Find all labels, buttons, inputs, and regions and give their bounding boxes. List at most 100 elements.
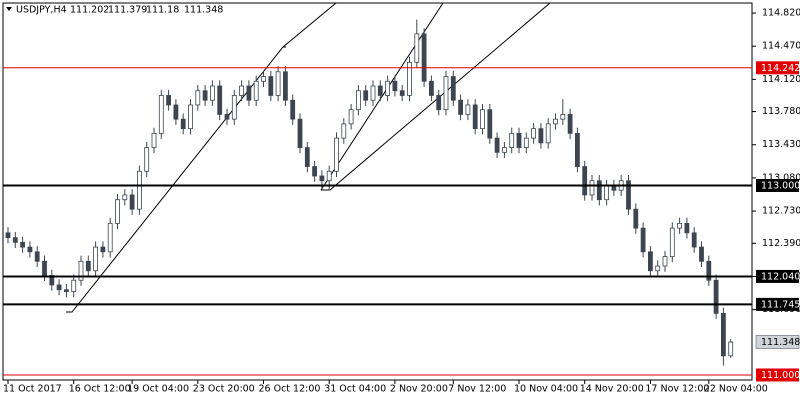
candle-body (567, 114, 573, 134)
candle-body (253, 80, 259, 101)
y-tick-label: 113.780 (762, 106, 800, 117)
candle-body (334, 137, 339, 172)
candle-body (348, 109, 354, 125)
candle-body (560, 114, 566, 120)
candle-body (173, 104, 179, 120)
candle-body (385, 80, 391, 96)
candle-body (699, 246, 704, 262)
candle-body (129, 194, 135, 210)
candle-body (677, 222, 682, 229)
x-tick-label: 19 Oct 04:00 (127, 384, 189, 395)
candle-body (107, 222, 113, 253)
candle-body (93, 246, 98, 272)
x-tick-label: 23 Oct 20:00 (193, 384, 255, 395)
candle-body (399, 90, 405, 96)
candle-body (545, 123, 551, 144)
price-label: 111.348 (761, 337, 800, 348)
candle-body (596, 180, 602, 201)
candle-body (458, 99, 464, 115)
candle-body (421, 33, 427, 82)
candle-body (224, 114, 230, 120)
candle-body (648, 251, 653, 272)
candle-body (604, 185, 609, 201)
candle-body (465, 104, 471, 115)
candle-body (195, 90, 201, 106)
candle-body (231, 95, 237, 120)
y-tick-label: 114.470 (762, 41, 800, 52)
candle-body (144, 147, 150, 172)
x-tick-label: 7 Nov 12:00 (448, 384, 506, 395)
candle-body (655, 265, 661, 272)
candle-body (78, 260, 84, 281)
candle-body (531, 128, 536, 139)
candle-body (443, 76, 449, 111)
y-tick-label: 112.730 (762, 206, 800, 217)
candle-body (56, 284, 62, 291)
plot-frame (2, 2, 753, 381)
candle-body (626, 180, 631, 210)
candle-body (392, 80, 398, 92)
candle-body (553, 118, 558, 125)
x-tick-label: 11 Oct 2017 (3, 384, 62, 395)
candle-body (290, 99, 296, 120)
candle-body (472, 104, 478, 130)
candle-body (669, 227, 675, 257)
candle-body (180, 118, 186, 130)
candle-body (480, 109, 485, 130)
candle-body (85, 260, 91, 272)
title-ohlc: 111.379 (108, 5, 147, 16)
candle-body (122, 194, 128, 201)
x-tick-label: 17 Nov 12:00 (645, 384, 709, 395)
candle-body (275, 71, 281, 96)
candle-body (71, 279, 77, 293)
chart-title: USDJPY,H4 (16, 5, 67, 16)
x-tick-label: 14 Nov 20:00 (580, 384, 644, 395)
candle-body (370, 85, 376, 101)
candle-body (319, 175, 325, 182)
title-ohlc: 111.18 (146, 5, 179, 16)
candle-body (312, 166, 318, 177)
candle-body (158, 95, 164, 134)
candle-body (282, 71, 288, 101)
x-tick-label: 16 Oct 12:00 (69, 384, 131, 395)
candle-body (706, 260, 712, 281)
candle-body (501, 147, 507, 153)
candle-body (713, 279, 719, 314)
x-tick-label: 22 Nov 04:00 (704, 384, 768, 395)
candle-body (151, 132, 157, 148)
y-tick-label: 114.820 (762, 8, 800, 19)
level-label-box (756, 297, 799, 311)
channel-line (321, 2, 551, 191)
candle-body (575, 132, 580, 167)
level-label-box (756, 178, 799, 192)
candle-body (217, 85, 223, 115)
candle-body (516, 132, 522, 148)
candle-body (523, 137, 529, 148)
candle-body (450, 76, 456, 101)
candle-body (436, 95, 442, 111)
candle-body (326, 170, 332, 182)
candle-body (691, 232, 697, 248)
candle-body (640, 227, 646, 253)
candle-body (341, 123, 347, 139)
candle-body (684, 222, 690, 234)
candle-body (5, 232, 11, 238)
candle-body (136, 170, 142, 210)
candle-body (633, 208, 639, 229)
candle-body (166, 95, 172, 106)
candle-body (209, 85, 215, 101)
candle-body (487, 109, 493, 139)
channel-line (66, 2, 337, 313)
candle-body (239, 85, 245, 96)
level-label: 112.040 (761, 271, 800, 282)
menu-icon (6, 7, 12, 11)
candle-body (407, 61, 412, 96)
price-label-box (755, 335, 800, 349)
x-tick-label: 10 Nov 04:00 (514, 384, 578, 395)
x-tick-label: 31 Oct 04:00 (324, 384, 386, 395)
candle-body (34, 251, 40, 262)
y-tick-label: 114.120 (762, 74, 800, 85)
candle-body (377, 85, 383, 96)
